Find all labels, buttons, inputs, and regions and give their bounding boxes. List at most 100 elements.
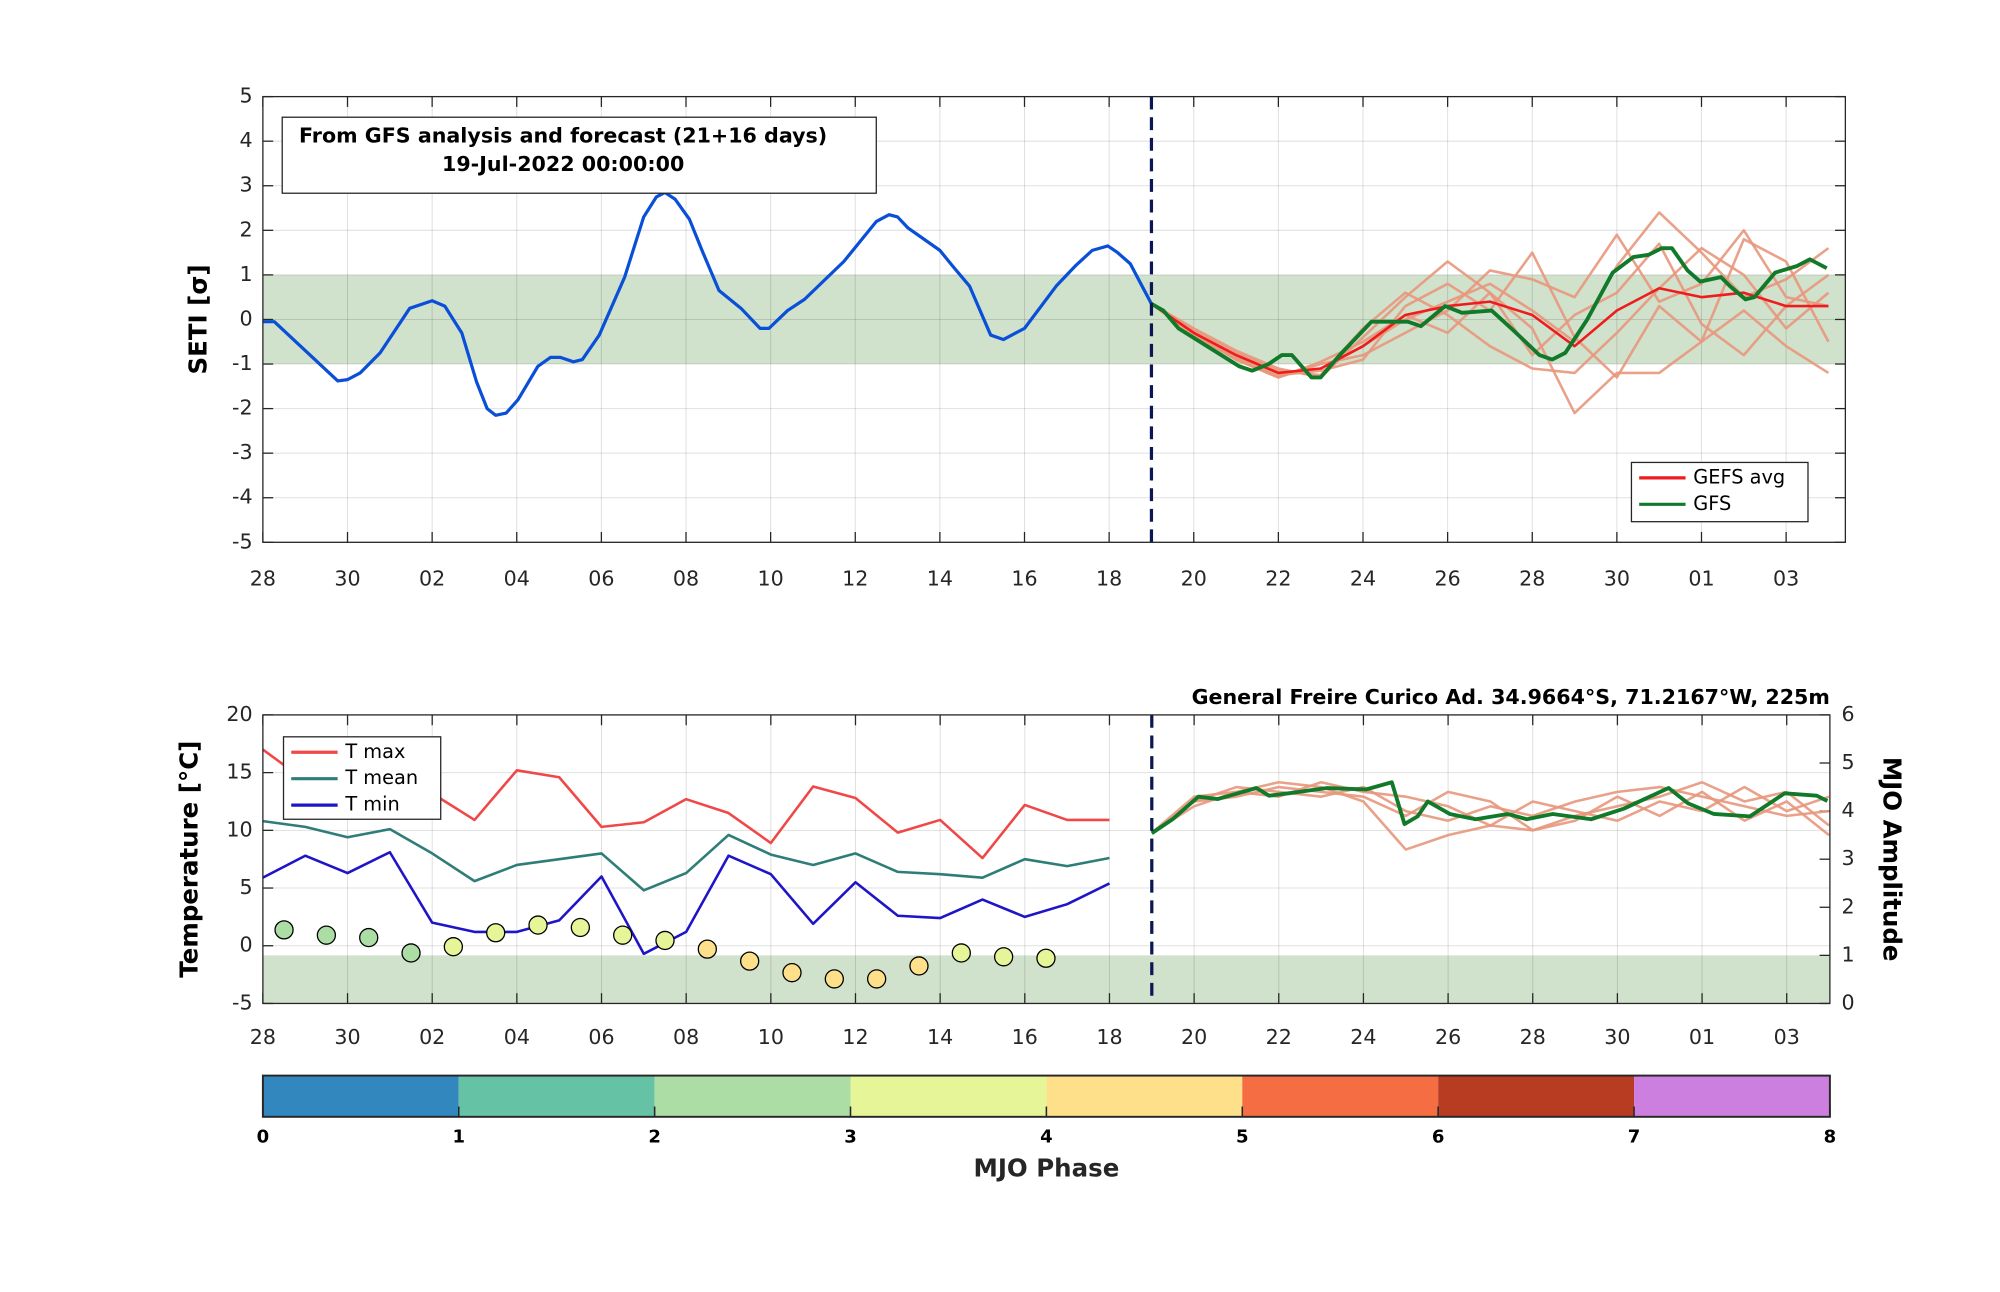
legend-label: GEFS avg (1693, 465, 1785, 488)
y-axis-label: Temperature [°C] (175, 741, 204, 978)
colorbar-segment (850, 1075, 1047, 1117)
colorbar-segment (1634, 1075, 1830, 1117)
y-tick-label: 15 (226, 760, 252, 784)
mjo-point (1036, 948, 1056, 968)
ensemble-member (1151, 785, 1830, 837)
mjo-point (993, 947, 1014, 967)
x-tick-label: 28 (250, 567, 276, 591)
mjo-point (951, 943, 971, 963)
legend-label: T mean (344, 766, 418, 789)
amplitude-forecast (1150, 780, 1829, 835)
x-tick-label: 02 (419, 1025, 445, 1049)
y-tick-label: 2 (239, 217, 252, 241)
series-line (262, 819, 1110, 892)
axes-box (262, 95, 1847, 543)
x-tick-label: 03 (1773, 567, 1799, 591)
colorbar-tick-label: 5 (1236, 1126, 1249, 1147)
y-tick-label: -5 (232, 990, 253, 1014)
mjo-point (909, 956, 929, 976)
y2-tick-label: 6 (1841, 702, 1854, 726)
legend-label: T min (344, 793, 399, 816)
x-tick-label: 26 (1435, 1025, 1461, 1049)
x-tick-label: 01 (1688, 567, 1714, 591)
mjo-point (570, 917, 591, 938)
chart-title: General Freire Curico Ad. 34.9664°S, 71.… (1192, 685, 1830, 709)
y2-tick-label: 5 (1841, 750, 1854, 774)
y2-tick-label: 2 (1841, 894, 1854, 918)
x-tick-label: 18 (1096, 567, 1122, 591)
y-tick-label: 1 (239, 262, 252, 286)
annotation-box (281, 116, 877, 194)
mjo-point (443, 937, 464, 957)
analysis-line (262, 190, 1153, 417)
y2-tick-label: 3 (1841, 846, 1854, 870)
y-tick-label: 20 (226, 702, 252, 726)
series-line (1150, 246, 1828, 380)
y-axis-label: SETI [σ] (184, 264, 213, 374)
y-tick-label: -3 (232, 440, 253, 464)
colorbar-segment (1242, 1075, 1439, 1117)
colorbar-segment (262, 1075, 459, 1117)
mjo-point (613, 925, 633, 945)
x-tick-label: 16 (1012, 1025, 1038, 1049)
colorbar-tick-label: 2 (648, 1126, 661, 1147)
x-tick-label: 30 (334, 567, 360, 591)
colorbar-tick-label: 6 (1432, 1126, 1445, 1147)
colorbar-tick-label: 4 (1040, 1126, 1053, 1147)
colorbar-tick-label: 7 (1628, 1126, 1641, 1147)
mjo-point (697, 939, 718, 959)
y-tick-label: 5 (239, 875, 252, 899)
legend-label: T max (344, 740, 405, 763)
mjo-point (316, 925, 337, 945)
legend-box (1630, 461, 1809, 523)
axes-box (262, 714, 1831, 1005)
x-tick-label: 20 (1181, 1025, 1207, 1049)
x-tick-label: 02 (419, 567, 445, 591)
x-tick-label: 28 (1520, 1025, 1546, 1049)
mjo-point (401, 943, 421, 963)
x-tick-label: 22 (1265, 567, 1291, 591)
x-tick-label: 22 (1266, 1025, 1292, 1049)
y-tick-label: 0 (239, 933, 252, 957)
mjo-point (359, 927, 379, 948)
series-line (262, 850, 1111, 956)
x-tick-label: 20 (1181, 567, 1207, 591)
colorbar-segment (1046, 1075, 1243, 1117)
x-tick-label: 28 (250, 1025, 276, 1049)
x-tick-label: 04 (504, 1025, 530, 1049)
y2-tick-label: 4 (1841, 798, 1854, 822)
x-tick-label: 30 (1604, 567, 1630, 591)
colorbar-tick-label: 0 (257, 1126, 270, 1147)
x-tick-label: 08 (673, 1025, 699, 1049)
y-tick-label: -5 (232, 529, 253, 553)
x-tick-label: 04 (504, 567, 530, 591)
x-tick-label: 14 (927, 1025, 953, 1049)
mjo-point (782, 963, 802, 983)
x-tick-label: 24 (1350, 567, 1376, 591)
x-tick-label: 06 (588, 567, 614, 591)
colorbar-tick-label: 1 (452, 1126, 465, 1147)
x-tick-label: 28 (1519, 567, 1545, 591)
x-tick-label: 26 (1435, 567, 1461, 591)
mjo-point (528, 915, 548, 935)
y-tick-label: -2 (232, 396, 253, 420)
colorbar-tick-label: 3 (844, 1126, 857, 1147)
y2-tick-label: 0 (1841, 990, 1854, 1014)
y-tick-label: 10 (226, 817, 252, 841)
x-tick-label: 12 (842, 567, 868, 591)
y2-axis-label: MJO Amplitude (1877, 757, 1906, 962)
mjo-point (740, 951, 760, 971)
colorbar-segment (654, 1075, 851, 1117)
mjo-point (824, 969, 844, 989)
x-tick-label: 01 (1689, 1025, 1715, 1049)
y-tick-label: -4 (232, 485, 253, 509)
x-tick-label: 16 (1011, 567, 1037, 591)
x-tick-label: 06 (588, 1025, 614, 1049)
colorbar-segment (1438, 1075, 1635, 1117)
colorbar-label: MJO Phase (973, 1154, 1119, 1183)
annotation-text: 19-Jul-2022 00:00:00 (442, 152, 684, 176)
colorbar-segment (458, 1075, 655, 1117)
x-tick-label: 14 (927, 567, 953, 591)
x-tick-label: 08 (673, 567, 699, 591)
